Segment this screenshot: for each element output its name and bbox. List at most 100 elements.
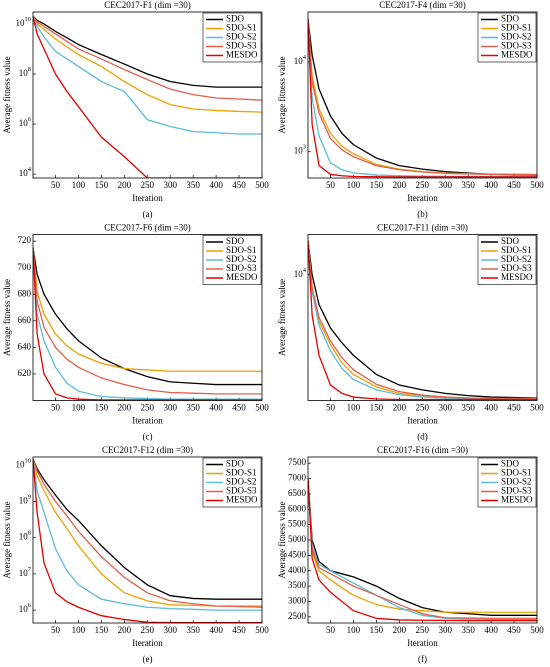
x-tick-label: 450	[232, 403, 246, 413]
series-line	[33, 247, 262, 395]
plot-frame	[307, 456, 538, 624]
plot-frame	[32, 456, 263, 624]
x-tick-label: 400	[209, 180, 223, 190]
legend-label: SDO-S2	[226, 477, 257, 487]
x-tick-label: 350	[461, 403, 475, 413]
legend-label: SDO-S1	[501, 245, 532, 255]
x-tick-label: 200	[393, 180, 407, 190]
x-tick-label: 250	[416, 625, 430, 635]
legend-label: MESDO	[501, 272, 533, 282]
panel-caption: (b)	[417, 209, 428, 219]
legend-label: SDO-S3	[501, 41, 532, 51]
legend-label: SDO-S1	[226, 23, 257, 33]
chart-panel: CEC2017-F4 (dim =30) Iteration Average fit…	[277, 0, 544, 219]
y-tick-label: 1010	[16, 16, 32, 28]
y-tick-label: 7000	[288, 473, 307, 483]
legend-label: SDO-S2	[226, 254, 257, 264]
panel-caption: (a)	[143, 209, 153, 219]
legend-label: MESDO	[226, 272, 258, 282]
plot-frame	[307, 11, 538, 179]
series-line	[308, 478, 537, 620]
legend-label: SDO	[226, 459, 245, 469]
legend-label: MESDO	[501, 50, 533, 60]
y-tick-label: 107	[19, 566, 32, 578]
chart-panel: CEC2017-F1 (dim =30) Iteration Average fit…	[2, 0, 269, 219]
x-tick-label: 450	[232, 180, 246, 190]
x-tick-label: 100	[72, 625, 86, 635]
y-tick-label: 106	[19, 603, 32, 615]
y-tick-label: 4000	[288, 565, 307, 575]
x-tick-label: 50	[326, 403, 336, 413]
x-tick-label: 300	[438, 403, 452, 413]
x-tick-label: 100	[347, 403, 361, 413]
x-tick-label: 350	[186, 625, 200, 635]
legend-label: SDO-S3	[501, 486, 532, 496]
x-tick-label: 500	[530, 180, 544, 190]
series-line	[308, 478, 537, 616]
series-line	[33, 247, 262, 372]
x-tick-label: 200	[393, 403, 407, 413]
legend-label: SDO	[226, 236, 245, 246]
x-tick-label: 400	[209, 625, 223, 635]
series-line	[33, 247, 262, 386]
x-tick-label: 250	[416, 403, 430, 413]
legend-label: MESDO	[226, 50, 258, 60]
x-tick-label: 50	[51, 625, 61, 635]
y-axis-label: Average fitness value	[2, 279, 12, 356]
legend-label: SDO-S3	[226, 263, 257, 273]
y-tick-label: 106	[19, 117, 32, 129]
x-tick-label: 300	[163, 625, 177, 635]
series-line	[308, 19, 537, 178]
y-tick-label: 3500	[288, 580, 307, 590]
x-tick-label: 300	[438, 180, 452, 190]
chart-panel: CEC2017-F12 (dim =30) Iteration Average fi…	[2, 445, 269, 664]
y-axis-label: Average fitness value	[2, 501, 12, 578]
x-tick-label: 350	[186, 403, 200, 413]
x-tick-label: 50	[326, 180, 336, 190]
x-tick-label: 100	[347, 625, 361, 635]
series-line	[33, 247, 262, 401]
panel-caption: (f)	[418, 654, 427, 664]
y-tick-label: 104	[294, 54, 307, 66]
y-tick-label: 660	[18, 315, 32, 325]
y-tick-label: 640	[18, 341, 32, 351]
y-tick-label: 4500	[288, 549, 307, 559]
plot-frame	[32, 234, 263, 401]
x-tick-label: 150	[95, 625, 109, 635]
x-tick-label: 400	[209, 403, 223, 413]
legend-label: MESDO	[501, 495, 533, 505]
y-tick-label: 104	[294, 267, 307, 279]
y-tick-label: 700	[18, 262, 32, 272]
series-line	[308, 240, 537, 400]
y-tick-label: 720	[18, 235, 32, 245]
chart-title: CEC2017-F11 (dim =30)	[377, 223, 468, 233]
x-tick-label: 450	[232, 625, 246, 635]
x-axis-label: Iteration	[407, 638, 438, 648]
x-tick-label: 400	[484, 625, 498, 635]
x-tick-label: 350	[186, 180, 200, 190]
legend-label: SDO-S3	[226, 486, 257, 496]
x-tick-label: 200	[393, 625, 407, 635]
plot-frame	[32, 11, 263, 179]
panel-caption: (d)	[417, 432, 428, 442]
x-axis-label: Iteration	[132, 638, 163, 648]
legend-label: SDO-S1	[501, 468, 532, 478]
chart-panel: CEC2017-F11 (dim =30) Iteration Average fi…	[277, 223, 544, 442]
x-tick-label: 300	[438, 625, 452, 635]
x-tick-label: 100	[72, 403, 86, 413]
legend-label: SDO	[226, 14, 245, 24]
series-line	[308, 478, 537, 620]
x-tick-label: 150	[95, 180, 109, 190]
series-line	[33, 16, 262, 101]
legend-label: SDO-S2	[501, 477, 532, 487]
y-axis-label: Average fitness value	[277, 56, 287, 133]
series-line	[308, 240, 537, 401]
x-tick-label: 100	[72, 180, 86, 190]
x-tick-label: 250	[416, 180, 430, 190]
series-line	[33, 16, 262, 178]
y-tick-label: 6500	[288, 488, 307, 498]
x-tick-label: 350	[461, 625, 475, 635]
